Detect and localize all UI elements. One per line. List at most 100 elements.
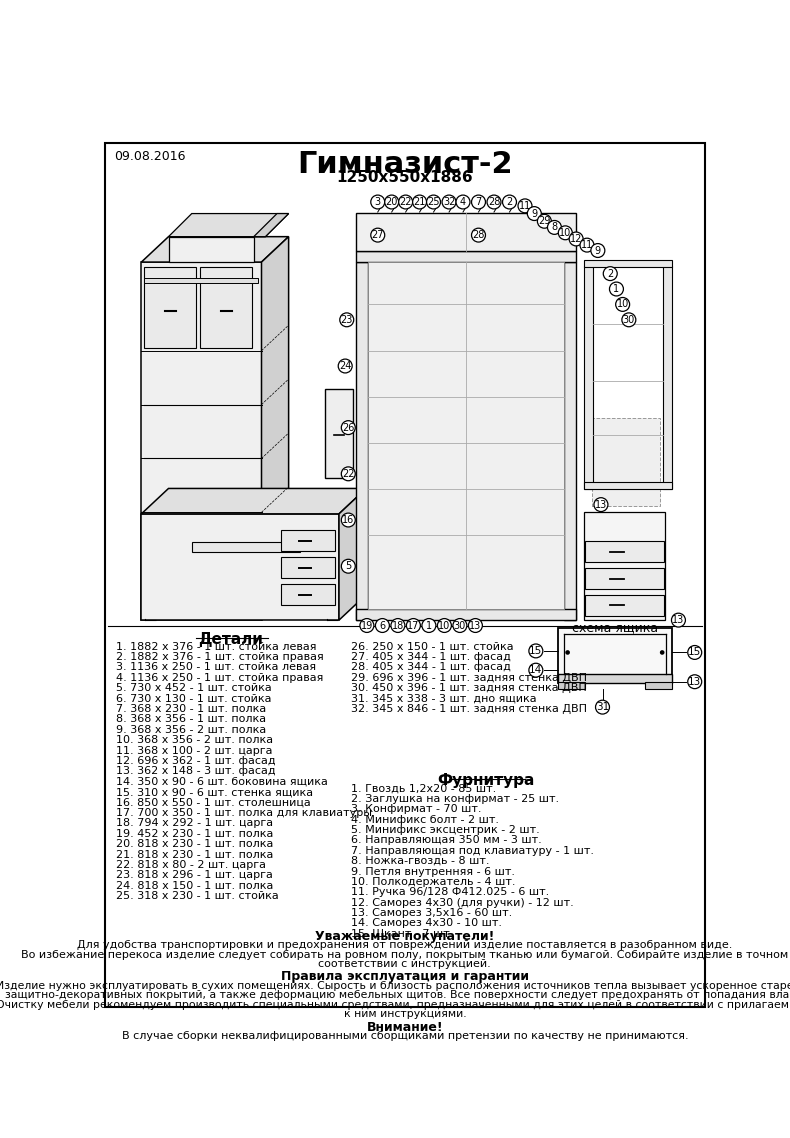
Text: 1: 1: [613, 284, 619, 294]
Text: 6: 6: [379, 620, 386, 630]
Circle shape: [341, 559, 356, 574]
Bar: [645, 683, 672, 690]
Text: 20: 20: [386, 197, 398, 207]
Text: 19. 452 х 230 - 1 шт. полка: 19. 452 х 230 - 1 шт. полка: [116, 828, 273, 839]
Text: Детали: Детали: [198, 632, 263, 646]
Text: 13: 13: [672, 616, 685, 625]
Circle shape: [604, 266, 617, 281]
Text: 13. 362 х 148 - 3 шт. фасад: 13. 362 х 148 - 3 шт. фасад: [116, 766, 276, 776]
Text: 8: 8: [551, 222, 558, 232]
Polygon shape: [141, 237, 288, 262]
Text: 5. 730 х 452 - 1 шт. стойка: 5. 730 х 452 - 1 шт. стойка: [116, 683, 272, 693]
Text: 8. Ножка-гвоздь - 8 шт.: 8. Ножка-гвоздь - 8 шт.: [352, 856, 490, 866]
Circle shape: [412, 195, 427, 209]
Text: 18. 794 х 292 - 1 шт. царга: 18. 794 х 292 - 1 шт. царга: [116, 818, 273, 828]
Circle shape: [371, 195, 385, 209]
Bar: [281, 530, 335, 551]
Text: Фурнитура: Фурнитура: [438, 773, 535, 787]
Text: 13. Саморез 3,5х16 - 60 шт.: 13. Саморез 3,5х16 - 60 шт.: [352, 908, 513, 918]
Bar: [584, 512, 665, 620]
Text: 20. 818 х 230 - 1 шт. полка: 20. 818 х 230 - 1 шт. полка: [116, 839, 273, 849]
Text: 19: 19: [361, 620, 373, 630]
Bar: [168, 237, 254, 262]
Bar: [564, 262, 576, 620]
Bar: [584, 266, 593, 489]
Text: 14: 14: [529, 666, 543, 675]
Text: 28. 405 х 344 - 1 шт. фасад: 28. 405 х 344 - 1 шт. фасад: [352, 662, 511, 673]
Bar: [356, 609, 576, 620]
Text: В случае сборки неквалифицированными сборщиками претензии по качеству не принима: В случае сборки неквалифицированными сбо…: [122, 1031, 688, 1041]
Bar: [585, 595, 664, 617]
Circle shape: [529, 663, 543, 677]
Bar: [558, 628, 672, 683]
Text: 10. 368 х 356 - 2 шт. полка: 10. 368 х 356 - 2 шт. полка: [116, 735, 273, 745]
Bar: [281, 584, 335, 604]
Text: 10: 10: [438, 620, 450, 630]
Text: 1. 1882 х 376 - 1 шт. стойка левая: 1. 1882 х 376 - 1 шт. стойка левая: [116, 642, 316, 652]
Text: Гимназист-2: Гимназист-2: [297, 150, 513, 180]
Text: 5. Минификс эксцентрик - 2 шт.: 5. Минификс эксцентрик - 2 шт.: [352, 825, 540, 835]
Text: 1. Гвоздь 1,2х20 - 85 шт.: 1. Гвоздь 1,2х20 - 85 шт.: [352, 783, 497, 793]
Circle shape: [527, 207, 541, 221]
Text: Внимание!: Внимание!: [367, 1021, 443, 1033]
Text: Для удобства транспортировки и предохранения от повреждений изделие поставляется: Для удобства транспортировки и предохран…: [77, 940, 732, 950]
Bar: [663, 266, 672, 489]
Circle shape: [360, 619, 374, 633]
Circle shape: [468, 619, 483, 633]
Text: 21: 21: [413, 197, 426, 207]
Text: 2: 2: [608, 269, 613, 279]
Circle shape: [442, 195, 456, 209]
Text: Изделие нужно эксплуатировать в сухих помещениях. Сырость и близость расположени: Изделие нужно эксплуатировать в сухих по…: [0, 981, 790, 991]
Text: 15: 15: [529, 646, 543, 655]
Text: защитно-декоративных покрытий, а также деформацию мебельных щитов. Все поверхнос: защитно-декоративных покрытий, а также д…: [5, 990, 790, 1000]
Text: 29: 29: [538, 216, 551, 226]
Text: 27. 405 х 344 - 1 шт. фасад: 27. 405 х 344 - 1 шт. фасад: [352, 652, 511, 662]
Text: схема ящика: схема ящика: [572, 621, 658, 635]
Circle shape: [547, 221, 562, 234]
Text: 22: 22: [342, 469, 355, 479]
Circle shape: [529, 644, 543, 658]
Text: 11: 11: [519, 201, 531, 211]
Circle shape: [391, 619, 405, 633]
Text: соответствии с инструкцией.: соответствии с инструкцией.: [318, 959, 491, 968]
Text: 11. Ручка 96/128 Ф412.025 - 6 шт.: 11. Ручка 96/128 Ф412.025 - 6 шт.: [352, 888, 550, 897]
Circle shape: [518, 199, 532, 213]
Circle shape: [688, 645, 702, 659]
Circle shape: [591, 244, 605, 257]
Polygon shape: [254, 214, 288, 237]
Text: 4. Минификс болт - 2 шт.: 4. Минификс болт - 2 шт.: [352, 815, 499, 825]
Text: Очистку мебели рекомендуем производить специальными средствами, предназначенными: Очистку мебели рекомендуем производить с…: [0, 999, 790, 1009]
Circle shape: [453, 619, 467, 633]
Text: 7. Направляющая под клавиатуру - 1 шт.: 7. Направляющая под клавиатуру - 1 шт.: [352, 846, 594, 856]
Text: 7: 7: [476, 197, 482, 207]
Text: 30. 450 х 396 - 1 шт. задняя стенка ДВП: 30. 450 х 396 - 1 шт. задняя стенка ДВП: [352, 683, 587, 693]
Text: Во избежание перекоса изделие следует собирать на ровном полу, покрытым тканью и: Во избежание перекоса изделие следует со…: [21, 950, 788, 959]
Text: 23: 23: [340, 315, 353, 324]
Polygon shape: [141, 262, 261, 620]
Bar: [144, 267, 197, 348]
Circle shape: [580, 238, 594, 251]
Text: 10: 10: [559, 228, 571, 238]
Text: 17: 17: [407, 620, 419, 630]
Circle shape: [340, 313, 354, 327]
Circle shape: [422, 619, 436, 633]
Text: к ним инструкциями.: к ним инструкциями.: [344, 1009, 466, 1019]
Text: 3. 1136 х 250 - 1 шт. стойка левая: 3. 1136 х 250 - 1 шт. стойка левая: [116, 662, 316, 673]
Text: 28: 28: [472, 230, 485, 240]
Text: Правила эксплуатация и гарантии: Правила эксплуатация и гарантии: [281, 971, 529, 983]
Circle shape: [537, 214, 551, 229]
Text: 24: 24: [339, 361, 352, 371]
Text: 30: 30: [453, 620, 466, 630]
Bar: [281, 556, 335, 578]
Bar: [325, 389, 353, 478]
Text: 2. 1882 х 376 - 1 шт. стойка правая: 2. 1882 х 376 - 1 шт. стойка правая: [116, 652, 324, 662]
Circle shape: [472, 195, 486, 209]
Bar: [558, 683, 585, 690]
Text: 3. Конфирмат - 70 шт.: 3. Конфирмат - 70 шт.: [352, 805, 482, 814]
Text: 16: 16: [342, 516, 355, 525]
Text: 8. 368 х 356 - 1 шт. полка: 8. 368 х 356 - 1 шт. полка: [116, 715, 266, 725]
Text: 13: 13: [469, 620, 482, 630]
Text: 14. 350 х 90 - 6 шт. боковина ящика: 14. 350 х 90 - 6 шт. боковина ящика: [116, 777, 328, 786]
Circle shape: [438, 619, 451, 633]
Text: 2: 2: [506, 197, 513, 207]
